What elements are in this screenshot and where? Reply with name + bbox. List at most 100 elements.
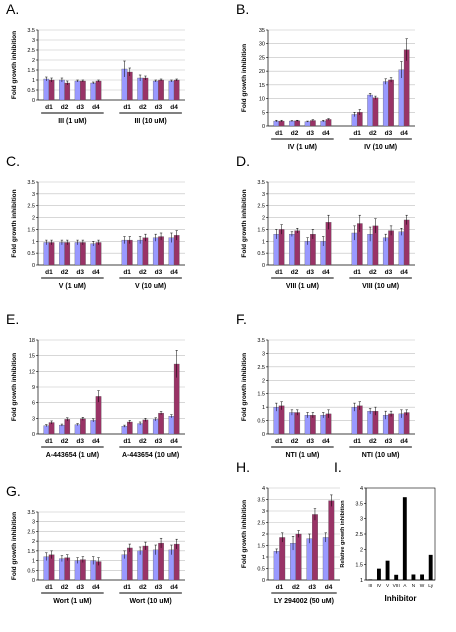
x-tick-label: d2 xyxy=(61,269,69,276)
bar xyxy=(64,82,71,101)
bar xyxy=(428,554,433,580)
bar xyxy=(278,405,285,435)
x-tick-label: d4 xyxy=(170,438,178,445)
x-tick-label: d2 xyxy=(291,438,299,445)
bar xyxy=(137,239,143,266)
bar xyxy=(142,545,149,581)
y-axis-title: Fold growth inhibition xyxy=(241,44,248,112)
bar xyxy=(59,242,65,266)
x-tick-label: d3 xyxy=(76,438,84,445)
group-label: IV (10 uM) xyxy=(364,144,397,151)
y-tick-label: 3.5 xyxy=(257,180,265,186)
x-tick-label: d4 xyxy=(92,269,100,276)
bar xyxy=(121,239,128,266)
bar xyxy=(158,236,164,266)
bar xyxy=(403,412,410,435)
y-tick-label: 1.5 xyxy=(27,227,35,233)
x-tick-label: d3 xyxy=(76,584,84,591)
bar xyxy=(325,119,332,127)
x-tick-label: d1 xyxy=(353,130,361,137)
bar xyxy=(48,422,55,435)
group-label: III (10 uM) xyxy=(134,118,166,125)
x-tick-label: d4 xyxy=(322,438,330,445)
bar xyxy=(356,405,363,435)
y-tick-label: 2.5 xyxy=(257,365,265,371)
x-tick-label: d1 xyxy=(123,438,131,445)
panel-g: G. Fold growth inhibition 0 0.5 1 1.5 2 2.5 3 3.5… xyxy=(6,483,185,605)
y-tick-label: 1.5 xyxy=(257,392,265,398)
bar xyxy=(402,497,407,580)
bar xyxy=(289,412,295,435)
panel-f: F. Fold growth inhibition 0 0.5 1 1.5 2 2.5 3 3.5… xyxy=(236,311,415,459)
y-tick-label: 2.5 xyxy=(27,204,35,210)
x-tick-label: d3 xyxy=(155,269,163,276)
y-tick-label: 0 xyxy=(32,432,35,438)
panel-i: I. Relative growth inhibition 1 1.5 2 2.5 3 3.5… xyxy=(334,459,436,603)
x-tick-label: d3 xyxy=(306,130,314,137)
x-tick-label: A xyxy=(403,583,407,589)
bar xyxy=(126,239,133,266)
panel-e: E. Fold growth inhibition 0 3 6 9 12 15 18 d1 d2 d3… xyxy=(6,311,185,459)
y-tick-label: 1 xyxy=(262,239,265,245)
panel-label: C. xyxy=(6,153,20,169)
bar xyxy=(64,242,71,266)
y-tick-label: 3 xyxy=(32,520,35,526)
x-tick-label: d4 xyxy=(322,130,330,137)
x-tick-label: d2 xyxy=(291,269,299,276)
y-tick-label: 9 xyxy=(32,385,35,391)
y-tick-label: 0 xyxy=(32,98,35,104)
y-tick-label: 3 xyxy=(262,509,265,515)
y-tick-label: 2 xyxy=(32,216,35,222)
bar xyxy=(121,426,128,435)
x-tick-label: d3 xyxy=(155,104,163,111)
bar xyxy=(142,419,149,435)
y-axis-title: Fold growth inhibition xyxy=(241,500,248,568)
bar xyxy=(289,234,295,266)
x-tick-label: d1 xyxy=(45,269,53,276)
bar xyxy=(90,243,97,266)
x-tick-label: d1 xyxy=(276,584,284,591)
x-tick-label: d2 xyxy=(291,130,299,137)
bar xyxy=(152,237,159,266)
bar xyxy=(320,415,327,435)
y-tick-label: 3 xyxy=(262,351,265,357)
group-label: NTI (10 uM) xyxy=(362,452,400,459)
x-tick-label: d3 xyxy=(308,584,316,591)
bar xyxy=(367,411,373,435)
bar xyxy=(158,542,164,581)
bar xyxy=(152,80,159,101)
y-tick-label: 35 xyxy=(259,28,265,34)
bar xyxy=(95,242,102,266)
x-tick-label: d1 xyxy=(123,584,131,591)
y-tick-label: 2.5 xyxy=(257,204,265,210)
x-tick-label: d2 xyxy=(61,438,69,445)
y-tick-label: 2 xyxy=(262,378,265,384)
x-tick-label: Ly xyxy=(428,583,433,589)
bar xyxy=(403,49,410,127)
group-label: LY 294002 (50 uM) xyxy=(274,598,334,605)
y-axis-title: Fold growth inhibition xyxy=(11,353,18,421)
bar xyxy=(80,418,86,435)
bar xyxy=(173,79,180,101)
group-label: III (1 uM) xyxy=(58,118,86,125)
bar xyxy=(273,551,280,581)
bar xyxy=(289,120,295,127)
y-tick-label: 0.5 xyxy=(257,251,265,257)
x-tick-label: d1 xyxy=(45,438,53,445)
x-tick-label: d2 xyxy=(369,130,377,137)
panel-d: D. Fold growth inhibition 0 0.5 1 1.5 2 2.5 3 3.5… xyxy=(236,153,415,290)
y-tick-label: 4 xyxy=(262,486,265,492)
panel-c: C. Fold growth inhibition 0 0.5 1 1.5 2 2.5 3 3.5… xyxy=(6,153,185,290)
y-tick-label: 2 xyxy=(262,532,265,538)
x-axis-title: Inhibitor xyxy=(385,594,417,603)
x-tick-label: d4 xyxy=(92,438,100,445)
panel-label: H. xyxy=(236,459,250,475)
y-tick-label: 2.5 xyxy=(257,521,265,527)
y-tick-label: 3.5 xyxy=(257,498,265,504)
bar xyxy=(398,231,405,266)
x-tick-label: d4 xyxy=(322,269,330,276)
bar xyxy=(304,415,311,435)
bar xyxy=(48,79,55,101)
y-tick-label: 12 xyxy=(29,369,35,375)
bar xyxy=(388,230,394,266)
